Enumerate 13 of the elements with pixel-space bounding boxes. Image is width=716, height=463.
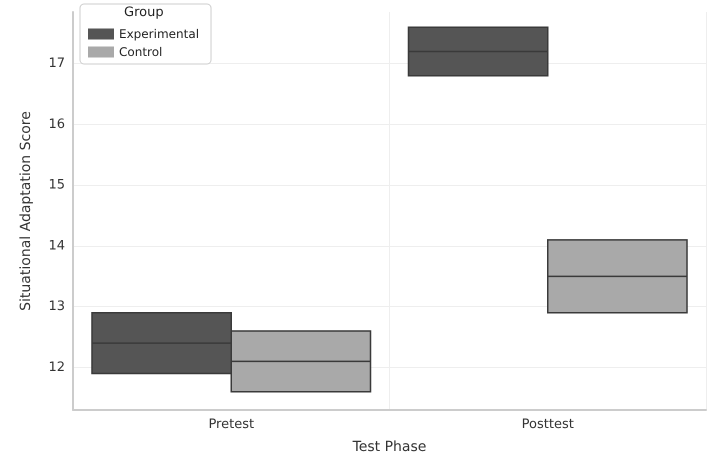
y-tick-label: 13 [48,299,65,314]
y-tick-label: 12 [48,360,65,375]
y-tick-label: 17 [48,56,65,72]
x-tick-label: Posttest [522,417,574,432]
y-tick-label: 14 [48,238,65,254]
y-tick-label: 15 [48,178,65,193]
legend-label: Experimental [119,27,200,41]
x-tick-label: Pretest [208,417,254,432]
legend-title: Group [124,5,164,20]
y-tick-label: 16 [48,116,65,132]
legend-label: Control [119,45,162,59]
y-axis-title: Situational Adaptation Score [18,111,34,311]
x-axis-title: Test Phase [352,439,426,455]
